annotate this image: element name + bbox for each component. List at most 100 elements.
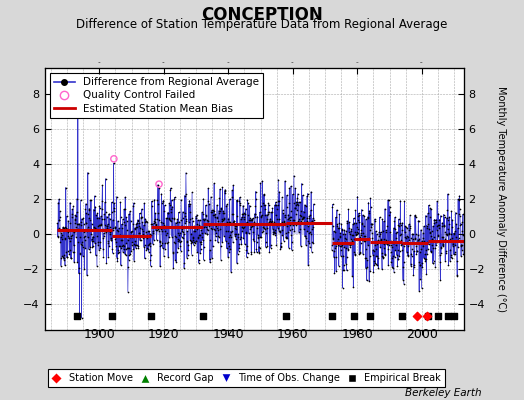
Point: [130, 241, 138, 248]
Point: [375, 214, 384, 220]
Point: [247, 249, 255, 255]
Point: [60, 252, 69, 258]
Point: [135, 230, 144, 236]
Point: [331, 229, 339, 235]
Point: [229, 182, 237, 188]
Point: [156, 263, 165, 270]
Point: [188, 215, 196, 221]
Point: [362, 265, 370, 272]
Point: [400, 198, 409, 204]
Point: [133, 224, 141, 230]
Point: [245, 202, 254, 209]
Point: [344, 246, 352, 252]
Point: [424, 210, 432, 216]
Point: [349, 284, 357, 290]
Point: [131, 241, 139, 248]
Point: [413, 313, 421, 319]
Point: [200, 224, 209, 230]
Point: [128, 232, 137, 239]
Point: [365, 278, 373, 284]
Point: [168, 214, 177, 221]
Point: [169, 248, 177, 255]
Point: [385, 197, 393, 203]
Point: [361, 255, 369, 261]
Point: [148, 203, 156, 209]
Point: [198, 209, 206, 216]
Point: [159, 198, 167, 204]
Point: [346, 241, 355, 247]
Point: [309, 201, 318, 207]
Point: [383, 241, 391, 247]
Point: [337, 220, 346, 227]
Point: [110, 208, 118, 214]
Point: [352, 220, 361, 226]
Point: [184, 201, 193, 207]
Point: [449, 241, 457, 248]
Point: [204, 197, 213, 204]
Point: [264, 200, 272, 206]
Point: [265, 202, 273, 208]
Point: [451, 251, 459, 257]
Point: [457, 242, 465, 248]
Point: [266, 218, 274, 224]
Point: [288, 239, 296, 246]
Point: [379, 241, 388, 247]
Point: [81, 220, 90, 226]
Point: [164, 254, 172, 260]
Point: [293, 195, 302, 202]
Point: [278, 207, 287, 213]
Point: [124, 264, 132, 270]
Point: [360, 213, 368, 220]
Point: [452, 234, 461, 240]
Point: [411, 236, 420, 243]
Point: [374, 238, 383, 244]
Point: [167, 208, 176, 215]
Point: [179, 208, 187, 215]
Point: [227, 269, 235, 275]
Point: [107, 236, 116, 243]
Point: [257, 212, 266, 219]
Point: [279, 221, 287, 228]
Point: [256, 180, 265, 186]
Point: [182, 238, 191, 245]
Point: [450, 313, 458, 319]
Point: [197, 239, 205, 246]
Point: [225, 196, 234, 202]
Point: [177, 248, 185, 254]
Point: [117, 237, 125, 243]
Point: [368, 230, 376, 236]
Point: [237, 223, 246, 230]
Point: [430, 234, 438, 240]
Point: [107, 227, 115, 234]
Point: [236, 236, 245, 242]
Point: [143, 232, 151, 238]
Point: [234, 250, 242, 257]
Point: [64, 232, 72, 239]
Point: [172, 248, 181, 255]
Point: [276, 228, 284, 235]
Point: [56, 214, 64, 220]
Point: [94, 214, 103, 221]
Point: [217, 216, 226, 222]
Point: [255, 244, 263, 250]
Point: [57, 255, 66, 261]
Point: [163, 223, 171, 230]
Point: [289, 220, 298, 226]
Point: [151, 216, 159, 222]
Point: [446, 258, 454, 264]
Point: [174, 237, 183, 243]
Point: [190, 239, 199, 245]
Point: [249, 238, 258, 244]
Point: [246, 223, 255, 230]
Point: [307, 188, 315, 195]
Point: [434, 222, 443, 229]
Point: [144, 241, 152, 247]
Point: [260, 226, 269, 232]
Point: [364, 199, 373, 206]
Point: [345, 230, 354, 237]
Point: [220, 216, 228, 222]
Point: [241, 216, 249, 222]
Point: [95, 203, 104, 209]
Point: [335, 243, 344, 250]
Point: [342, 245, 351, 251]
